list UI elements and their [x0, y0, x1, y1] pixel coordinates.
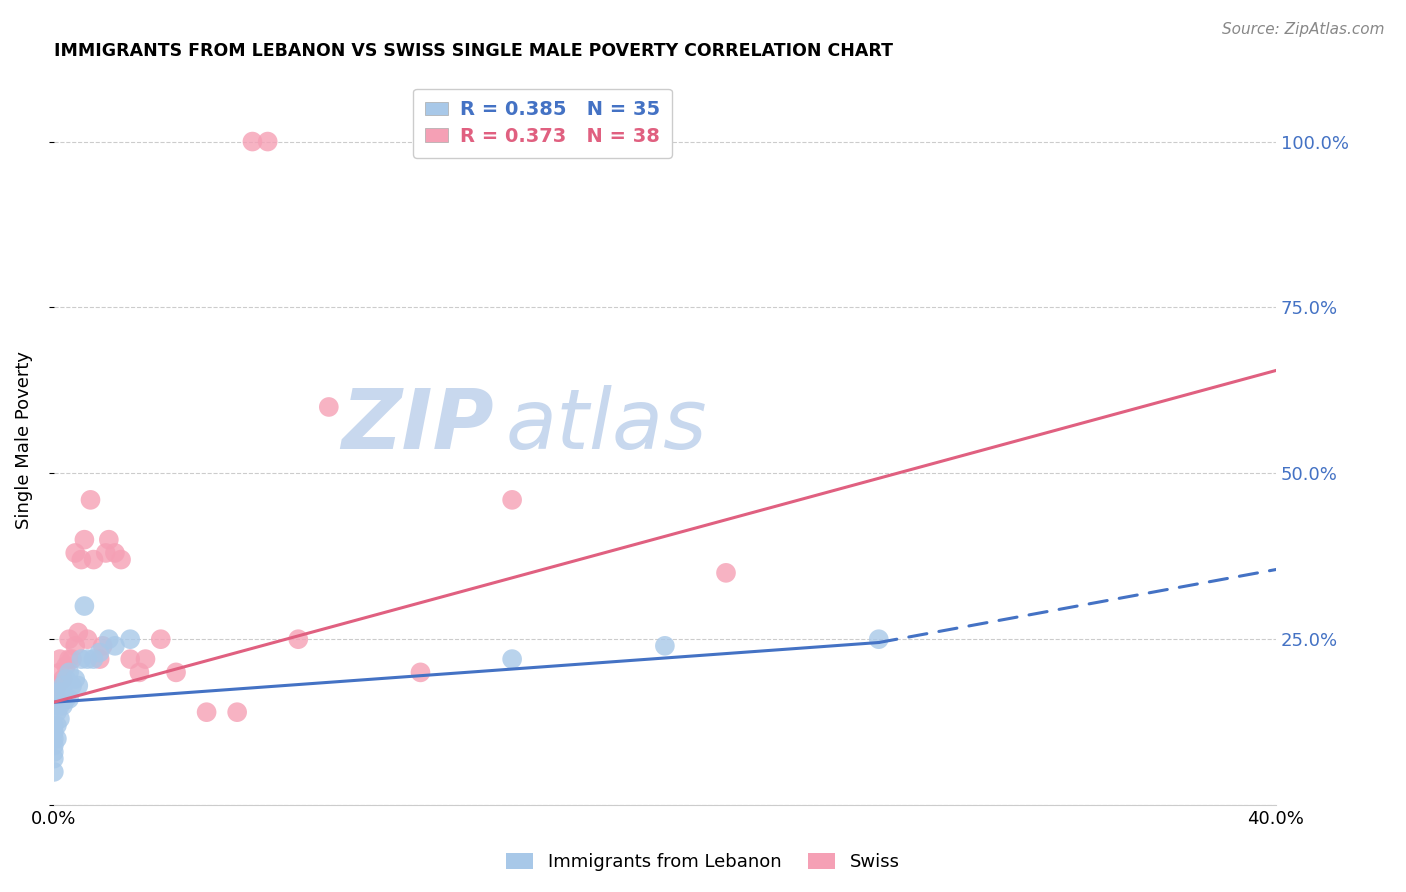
Point [120, 652, 142, 666]
Point [49, 712, 72, 726]
Point [45, 692, 67, 706]
Text: atlas: atlas [506, 385, 707, 466]
Point [42, 745, 65, 759]
Point [42, 725, 65, 739]
Point [58, 652, 80, 666]
Legend: Immigrants from Lebanon, Swiss: Immigrants from Lebanon, Swiss [499, 846, 907, 879]
Point [501, 492, 523, 507]
Point [67, 679, 90, 693]
Point [42, 739, 65, 753]
Point [63, 672, 86, 686]
Point [120, 632, 142, 647]
Point [149, 632, 172, 647]
Point [52, 672, 75, 686]
Point [52, 698, 75, 713]
Point [49, 685, 72, 699]
Point [104, 546, 127, 560]
Point [55, 692, 77, 706]
Point [91, 639, 114, 653]
Point [654, 639, 676, 653]
Point [501, 652, 523, 666]
Point [45, 685, 67, 699]
Point [89, 645, 111, 659]
Point [42, 731, 65, 746]
Point [49, 652, 72, 666]
Point [287, 632, 309, 647]
Point [49, 665, 72, 680]
Y-axis label: Single Male Poverty: Single Male Poverty [15, 351, 32, 529]
Point [165, 665, 187, 680]
Point [226, 705, 249, 719]
Point [60, 679, 83, 693]
Point [58, 632, 80, 647]
Point [42, 751, 65, 765]
Point [94, 546, 117, 560]
Point [256, 135, 278, 149]
Text: IMMIGRANTS FROM LEBANON VS SWISS SINGLE MALE POVERTY CORRELATION CHART: IMMIGRANTS FROM LEBANON VS SWISS SINGLE … [53, 42, 893, 60]
Point [89, 652, 111, 666]
Point [83, 652, 105, 666]
Point [868, 632, 890, 647]
Point [409, 665, 432, 680]
Text: ZIP: ZIP [342, 385, 494, 466]
Point [73, 533, 96, 547]
Point [60, 652, 83, 666]
Point [42, 718, 65, 732]
Point [67, 625, 90, 640]
Point [83, 552, 105, 566]
Point [42, 764, 65, 779]
Point [97, 632, 120, 647]
Point [97, 533, 120, 547]
Point [195, 705, 218, 719]
Point [58, 665, 80, 680]
Point [55, 672, 77, 686]
Point [52, 679, 75, 693]
Point [73, 599, 96, 613]
Point [242, 135, 264, 149]
Point [134, 652, 156, 666]
Point [76, 632, 98, 647]
Point [70, 552, 93, 566]
Point [63, 546, 86, 560]
Point [45, 698, 67, 713]
Point [45, 731, 67, 746]
Legend: R = 0.385   N = 35, R = 0.373   N = 38: R = 0.385 N = 35, R = 0.373 N = 38 [413, 88, 672, 158]
Point [128, 665, 150, 680]
Point [70, 652, 93, 666]
Point [63, 639, 86, 653]
Point [110, 552, 132, 566]
Point [318, 400, 340, 414]
Point [58, 692, 80, 706]
Point [45, 679, 67, 693]
Point [45, 718, 67, 732]
Point [76, 652, 98, 666]
Point [42, 685, 65, 699]
Point [714, 566, 737, 580]
Point [45, 705, 67, 719]
Point [49, 698, 72, 713]
Point [79, 492, 101, 507]
Point [104, 639, 127, 653]
Point [55, 658, 77, 673]
Text: Source: ZipAtlas.com: Source: ZipAtlas.com [1222, 22, 1385, 37]
